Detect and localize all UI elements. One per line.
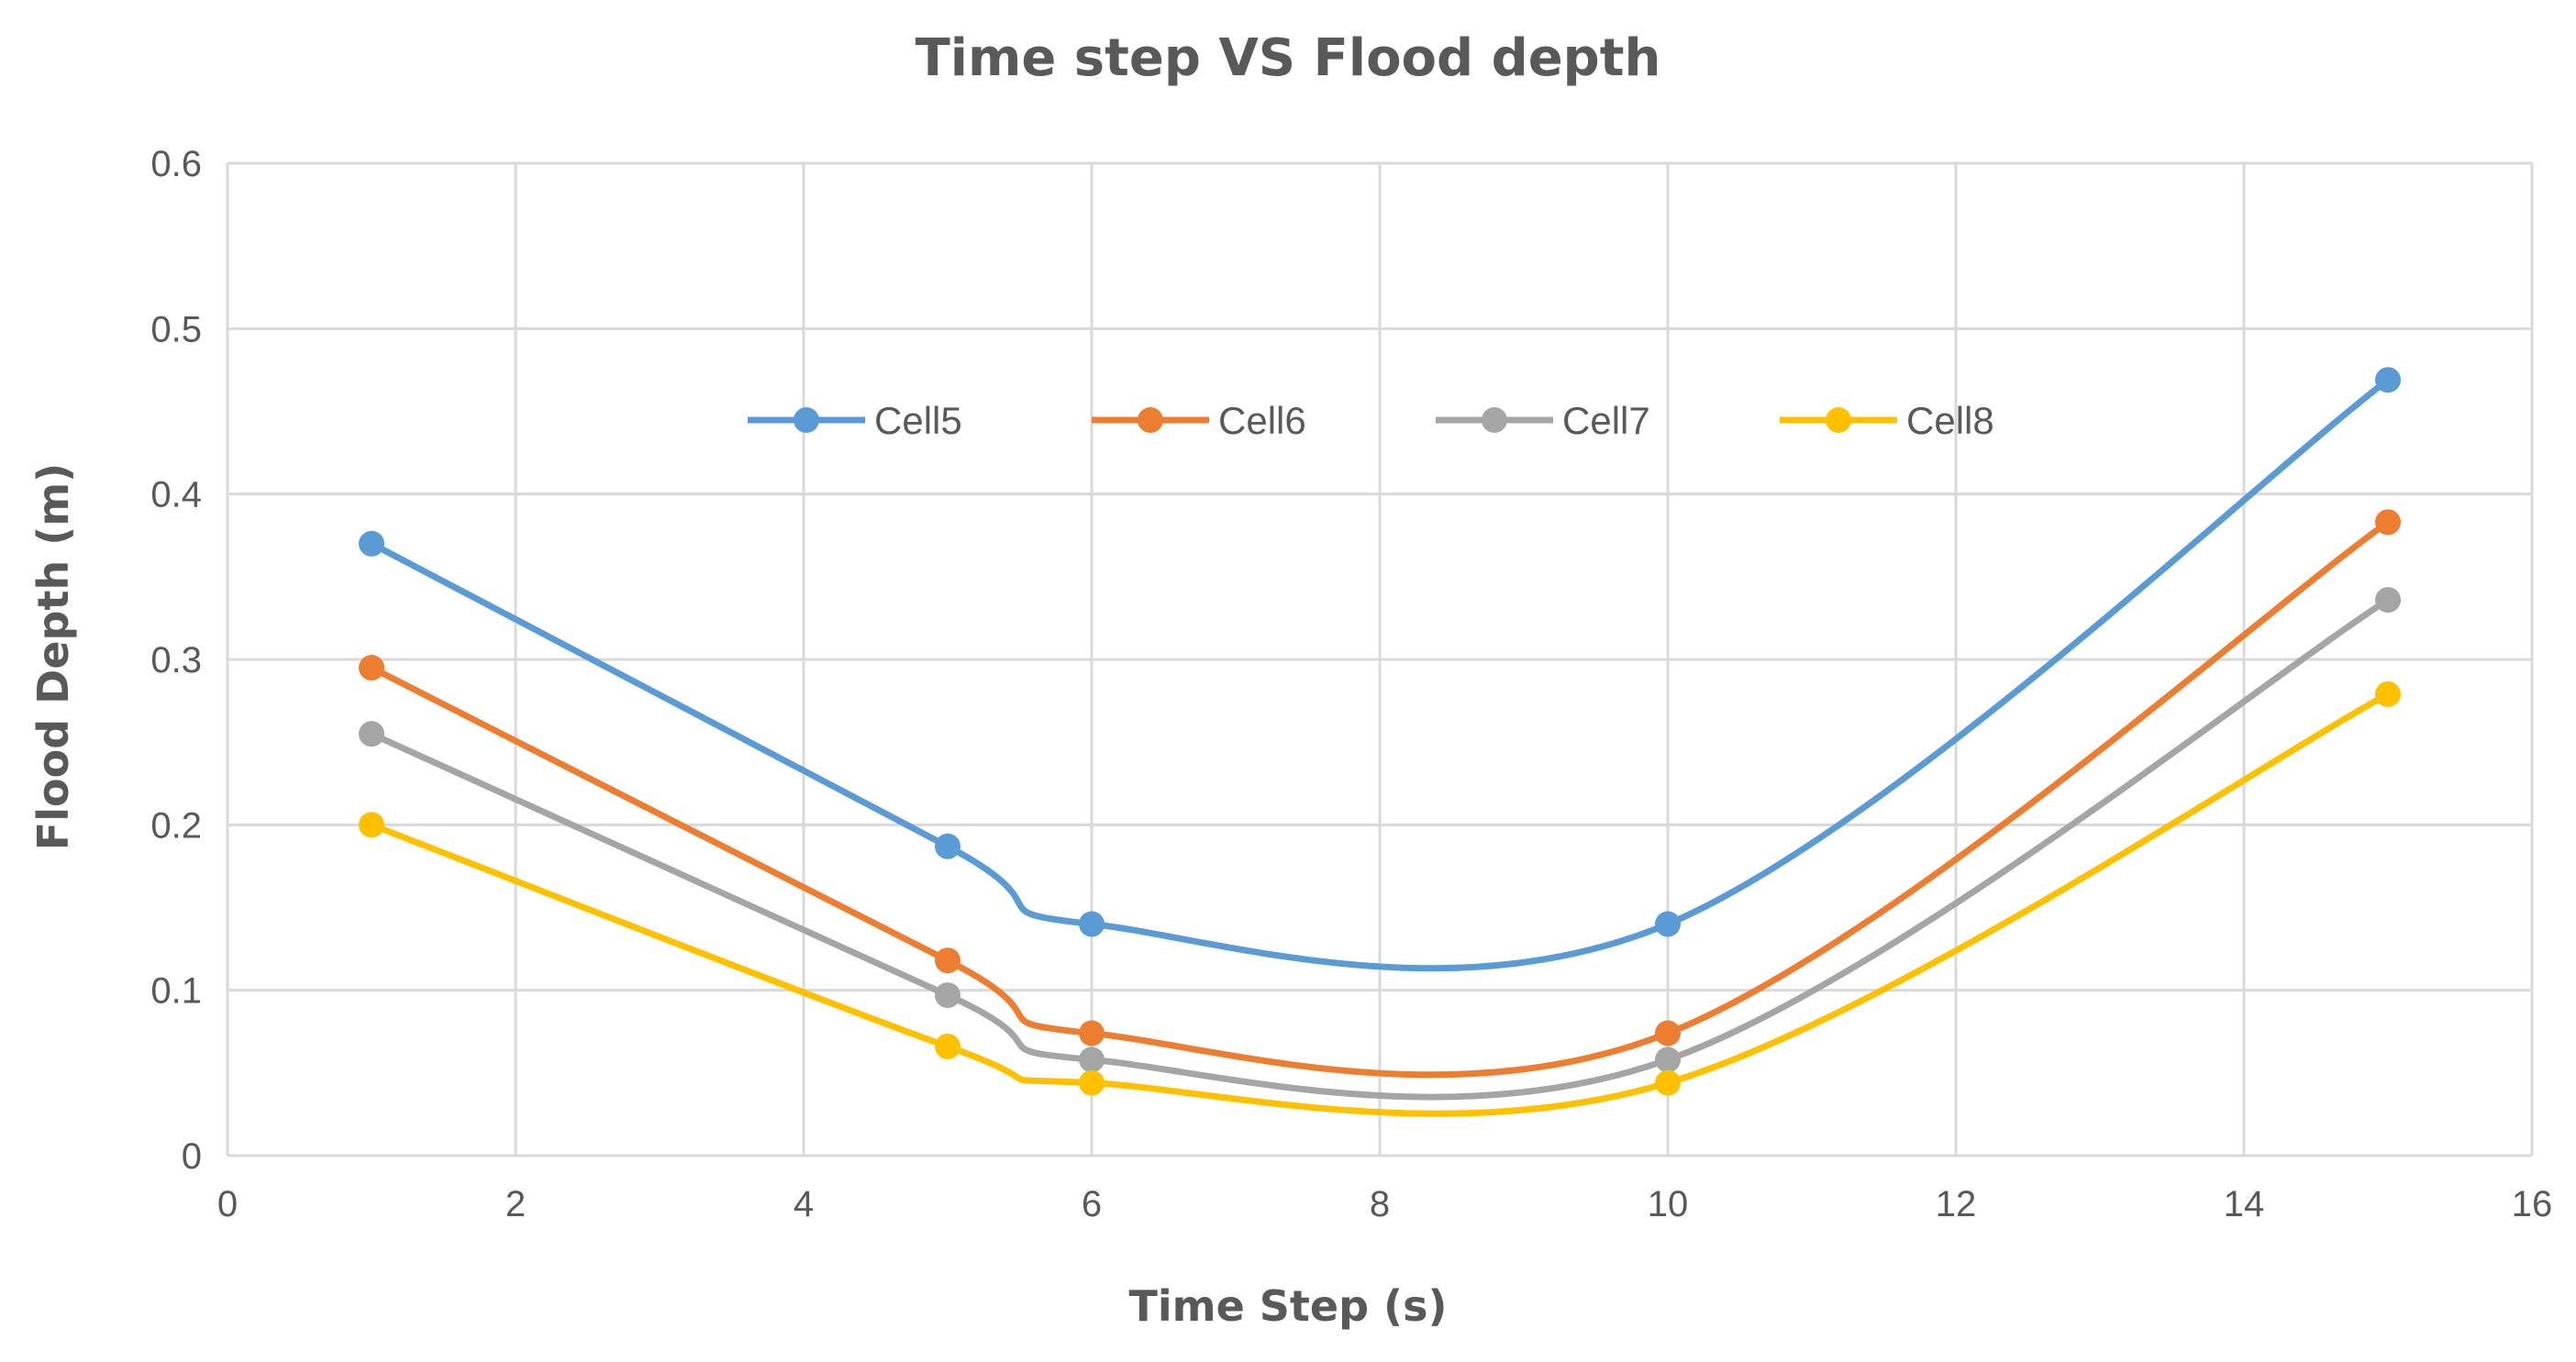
legend-marker xyxy=(1826,407,1851,433)
series-cell5 xyxy=(359,367,2401,972)
x-tick-label: 10 xyxy=(1648,1184,1689,1224)
y-tick-label: 0 xyxy=(182,1136,202,1177)
data-point-cell8 xyxy=(359,812,384,838)
x-axis-title: Time Step (s) xyxy=(1129,1281,1448,1331)
legend-label: Cell7 xyxy=(1562,399,1650,442)
y-tick-label: 0.3 xyxy=(150,640,202,681)
data-point-cell6 xyxy=(1079,1020,1105,1046)
data-point-cell7 xyxy=(359,721,384,747)
x-tick-label: 16 xyxy=(2512,1184,2553,1224)
legend-marker xyxy=(1138,407,1163,433)
chart-title: Time step VS Flood depth xyxy=(916,28,1661,88)
x-tick-label: 12 xyxy=(1936,1184,1977,1224)
legend-marker xyxy=(1482,407,1507,433)
x-tick-label: 6 xyxy=(1082,1184,1102,1224)
data-point-cell5 xyxy=(1079,911,1105,937)
data-point-cell5 xyxy=(935,833,960,859)
x-tick-label: 2 xyxy=(505,1184,526,1224)
x-tick-label: 8 xyxy=(1370,1184,1390,1224)
data-point-cell8 xyxy=(935,1033,960,1059)
data-point-cell5 xyxy=(1655,911,1681,937)
legend-label: Cell5 xyxy=(874,399,962,442)
axis-ticks: 0 0.1 0.2 0.3 0.4 0.5 0.6 0 2 4 6 8 10 12 14 16 xyxy=(150,144,2552,1224)
data-point-cell5 xyxy=(2375,367,2401,393)
data-point-cell7 xyxy=(1655,1046,1681,1073)
series-cell8 xyxy=(359,681,2401,1117)
x-tick-label: 0 xyxy=(217,1184,238,1224)
series-cell6 xyxy=(359,509,2401,1079)
legend-item-cell8: Cell8 xyxy=(1780,399,1994,442)
series-layer xyxy=(359,367,2401,1117)
legend-item-cell6: Cell6 xyxy=(1092,399,1306,442)
data-point-cell7 xyxy=(1079,1046,1105,1073)
y-axis-title: Flood Depth (m) xyxy=(28,463,78,850)
data-point-cell6 xyxy=(935,947,960,974)
legend-label: Cell6 xyxy=(1218,399,1306,442)
series-line-cell5 xyxy=(368,376,2392,972)
y-tick-label: 0.5 xyxy=(150,309,202,349)
series-line-cell8 xyxy=(368,691,2392,1117)
series-cell7 xyxy=(359,587,2401,1101)
legend-item-cell5: Cell5 xyxy=(748,399,962,442)
legend-label: Cell8 xyxy=(1906,399,1994,442)
series-line-cell7 xyxy=(368,596,2392,1101)
data-point-cell7 xyxy=(935,982,960,1009)
grid xyxy=(226,161,2534,1157)
y-tick-label: 0.1 xyxy=(150,971,202,1012)
y-tick-label: 0.4 xyxy=(150,475,202,515)
x-tick-label: 4 xyxy=(794,1184,814,1224)
data-point-cell8 xyxy=(1079,1069,1105,1096)
x-tick-label: 14 xyxy=(2224,1184,2265,1224)
legend: Cell5 Cell6 Cell7 Cell8 xyxy=(748,399,1994,442)
data-point-cell6 xyxy=(1655,1020,1681,1046)
legend-item-cell7: Cell7 xyxy=(1436,399,1650,442)
y-tick-label: 0.6 xyxy=(150,144,202,184)
data-point-cell7 xyxy=(2375,587,2401,614)
series-line-cell6 xyxy=(368,518,2392,1079)
data-point-cell6 xyxy=(359,655,384,681)
data-point-cell6 xyxy=(2375,509,2401,536)
legend-marker xyxy=(794,407,819,433)
data-point-cell8 xyxy=(1655,1069,1681,1096)
data-point-cell8 xyxy=(2375,681,2401,707)
y-tick-label: 0.2 xyxy=(150,805,202,846)
data-point-cell5 xyxy=(359,530,384,557)
